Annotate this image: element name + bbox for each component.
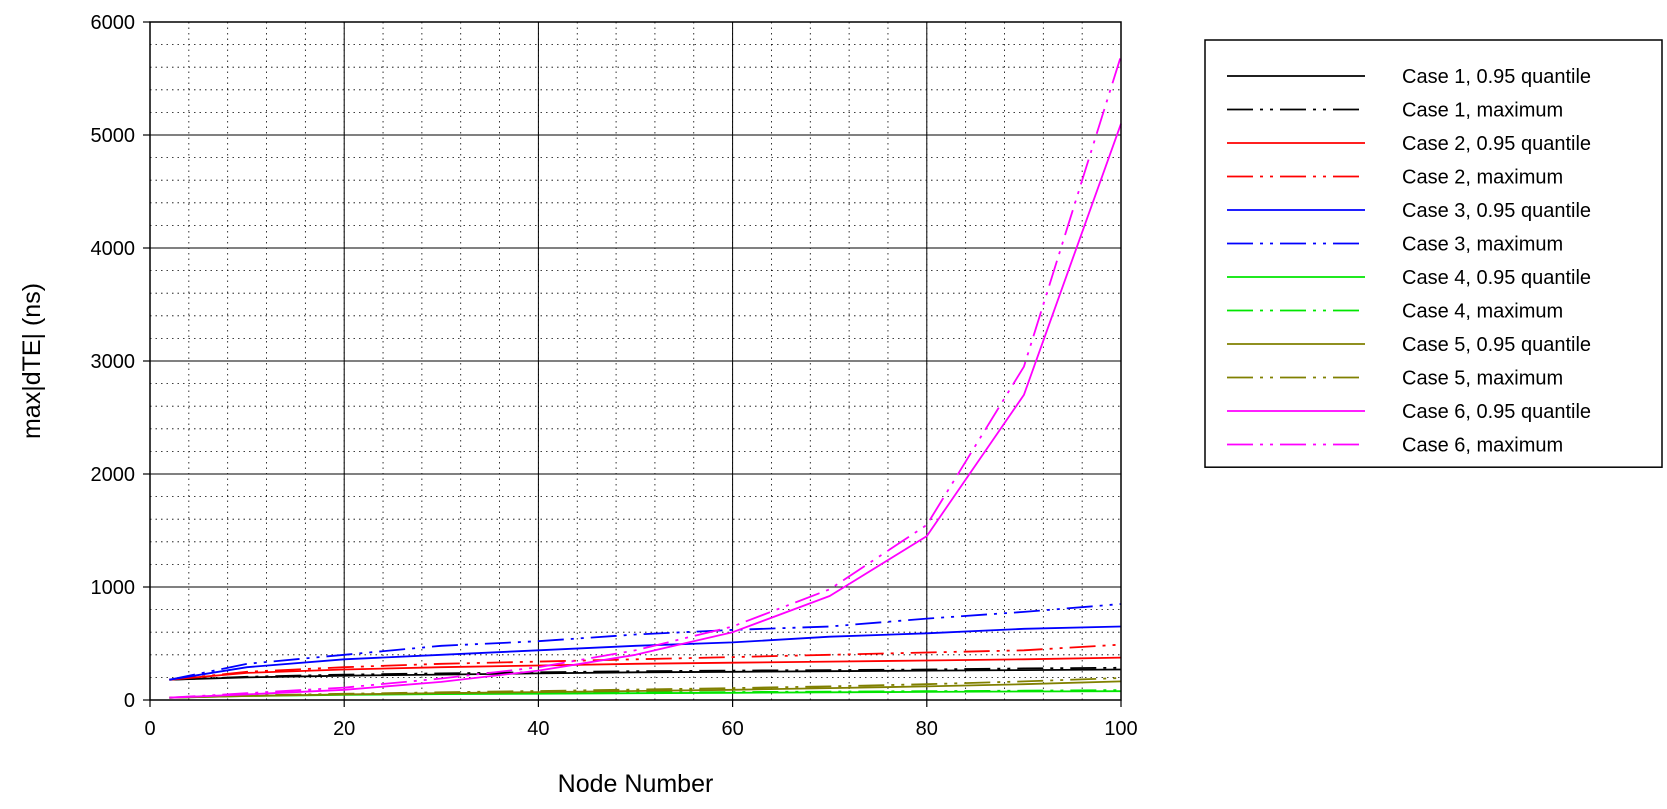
series-layer: [169, 55, 1122, 699]
x-tick-label: 0: [144, 718, 155, 740]
series-line-1: [169, 668, 1122, 681]
y-tick-label: 0: [124, 690, 135, 712]
series-line-12: [169, 55, 1122, 699]
x-tick-label: 20: [333, 718, 355, 740]
legend-label-3: Case 2, 0.95 quantile: [1402, 133, 1591, 155]
series-line-5: [169, 625, 1122, 681]
y-tick-label: 3000: [91, 351, 136, 373]
legend-box: [1204, 39, 1663, 468]
x-tick-label: 40: [527, 718, 549, 740]
major-grid: [149, 21, 1122, 701]
series-line-11: [169, 123, 1122, 699]
y-tick-label: 2000: [91, 464, 136, 486]
y-tick-label: 4000: [91, 238, 136, 260]
series-line-9: [169, 680, 1122, 699]
legend-label-11: Case 6, 0.95 quantile: [1402, 401, 1591, 423]
y-axis-label: max|dTE| (ns): [18, 283, 46, 439]
x-tick-label: 80: [916, 718, 938, 740]
x-axis-ticks: 0 20 40 60 80 100: [144, 700, 1138, 740]
y-tick-label: 6000: [91, 12, 136, 34]
legend-label-5: Case 3, 0.95 quantile: [1402, 200, 1591, 222]
legend-label-7: Case 4, 0.95 quantile: [1402, 267, 1591, 289]
series-line-3: [169, 656, 1122, 681]
legend-label-6: Case 3, maximum: [1402, 234, 1563, 256]
y-axis-ticks: 0 1000 2000 3000 4000 5000 6000: [91, 12, 150, 712]
legend-label-12: Case 6, maximum: [1402, 435, 1563, 457]
y-tick-label: 1000: [91, 577, 136, 599]
series-line-6: [169, 603, 1122, 681]
x-tick-label: 100: [1104, 718, 1137, 740]
legend-label-4: Case 2, maximum: [1402, 167, 1563, 189]
legend-label-9: Case 5, 0.95 quantile: [1402, 334, 1591, 356]
legend-label-10: Case 5, maximum: [1402, 368, 1563, 390]
y-tick-label: 5000: [91, 125, 136, 147]
legend: Case 1, 0.95 quantile Case 1, maximum Case…: [1204, 39, 1663, 468]
legend-label-2: Case 1, maximum: [1402, 100, 1563, 122]
legend-label-8: Case 4, maximum: [1402, 301, 1563, 323]
x-axis-label: Node Number: [558, 770, 714, 798]
legend-label-1: Case 1, 0.95 quantile: [1402, 66, 1591, 88]
x-tick-label: 60: [721, 718, 743, 740]
series-line-2: [169, 666, 1122, 681]
